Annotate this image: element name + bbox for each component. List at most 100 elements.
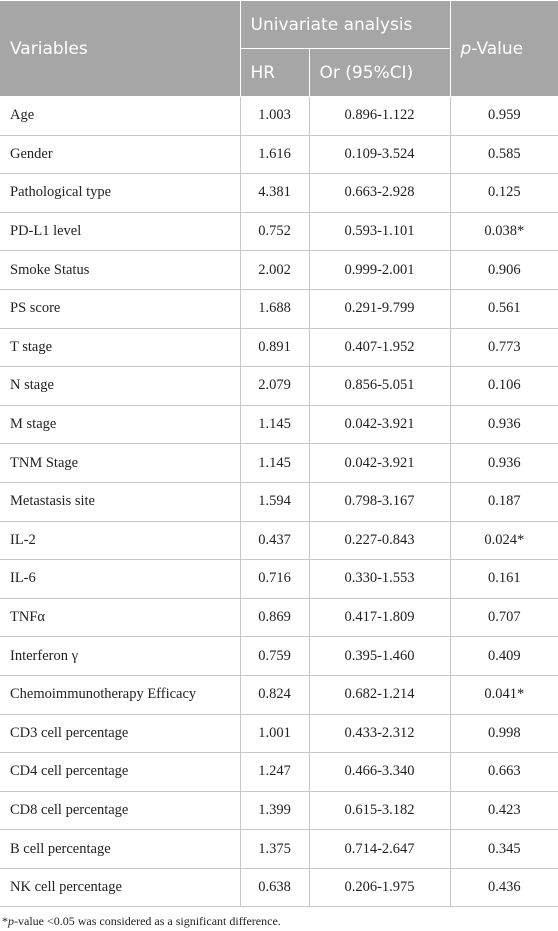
table-row: B cell percentage 1.375 0.714-2.647 0.345 bbox=[0, 829, 558, 869]
table-row: IL-6 0.716 0.330-1.553 0.161 bbox=[0, 559, 558, 599]
table-cell: CD3 cell percentage bbox=[0, 714, 240, 754]
header-cell: HR bbox=[239, 48, 310, 97]
table-cell: 0.773 bbox=[449, 328, 558, 368]
table-cell: 0.959 bbox=[449, 96, 558, 136]
table-cell: CD8 cell percentage bbox=[0, 791, 240, 831]
table-cell: Pathological type bbox=[0, 173, 240, 213]
table-cell: 0.856-5.051 bbox=[308, 366, 451, 406]
table-cell: 0.663 bbox=[449, 752, 558, 792]
table-cell: 2.079 bbox=[239, 366, 309, 406]
table-row: Smoke Status 2.002 0.999-2.001 0.906 bbox=[0, 250, 558, 290]
table-cell: TNM Stage bbox=[0, 443, 240, 483]
table-cell: 1.616 bbox=[239, 135, 309, 175]
table-cell: 0.707 bbox=[449, 598, 558, 638]
table-cell: B cell percentage bbox=[0, 829, 240, 869]
table-cell: 0.433-2.312 bbox=[308, 714, 451, 754]
table-cell: 0.436 bbox=[449, 868, 558, 908]
table-cell: 0.106 bbox=[449, 366, 558, 406]
table-cell: 0.125 bbox=[449, 173, 558, 213]
table-cell: 1.399 bbox=[239, 791, 309, 831]
table-cell: 0.437 bbox=[239, 521, 309, 561]
table-cell: 1.247 bbox=[239, 752, 309, 792]
table-row: Gender 1.616 0.109-3.524 0.585 bbox=[0, 135, 558, 175]
table-cell: PS score bbox=[0, 289, 240, 329]
table-cell: T stage bbox=[0, 328, 240, 368]
table-row: PD-L1 level 0.752 0.593-1.101 0.038* bbox=[0, 212, 558, 252]
table-row: PS score 1.688 0.291-9.799 0.561 bbox=[0, 289, 558, 329]
table-row: TNM Stage 1.145 0.042-3.921 0.936 bbox=[0, 443, 558, 483]
table-row: CD3 cell percentage 1.001 0.433-2.312 0.998 bbox=[0, 714, 558, 754]
header-cell: Or (95%CI) bbox=[308, 48, 451, 97]
table-cell: 0.936 bbox=[449, 405, 558, 445]
table-cell: 0.593-1.101 bbox=[308, 212, 451, 252]
table-cell: M stage bbox=[0, 405, 240, 445]
table-cell: 0.896-1.122 bbox=[308, 96, 451, 136]
table-cell: 2.002 bbox=[239, 250, 309, 290]
table-cell: 0.824 bbox=[239, 675, 309, 715]
table-cell: Gender bbox=[0, 135, 240, 175]
header-row: Variables Univariate analysis p-Value bbox=[0, 0, 558, 97]
table-cell: 0.417-1.809 bbox=[308, 598, 451, 638]
table-cell: 0.561 bbox=[449, 289, 558, 329]
table-row: IL-2 0.437 0.227-0.843 0.024* bbox=[0, 521, 558, 561]
table-cell: 0.423 bbox=[449, 791, 558, 831]
table-cell: 0.936 bbox=[449, 443, 558, 483]
table-cell: N stage bbox=[0, 366, 240, 406]
table-cell: 1.001 bbox=[239, 714, 309, 754]
table-cell: 4.381 bbox=[239, 173, 309, 213]
table-cell: 0.187 bbox=[449, 482, 558, 522]
header-cell: p-Value bbox=[449, 0, 558, 97]
table-cell: 1.688 bbox=[239, 289, 309, 329]
header-cell: Variables bbox=[0, 0, 241, 97]
table-row: Age 1.003 0.896-1.122 0.959 bbox=[0, 96, 558, 136]
table-row: M stage 1.145 0.042-3.921 0.936 bbox=[0, 405, 558, 445]
table-cell: 0.042-3.921 bbox=[308, 405, 451, 445]
header-text: p bbox=[460, 38, 472, 59]
table-cell: 1.594 bbox=[239, 482, 309, 522]
table-row: Interferon γ 0.759 0.395-1.460 0.409 bbox=[0, 636, 558, 676]
table-cell: 0.042-3.921 bbox=[308, 443, 451, 483]
table-row: NK cell percentage 0.638 0.206-1.975 0.436 bbox=[0, 868, 558, 908]
table-cell: 1.145 bbox=[239, 405, 309, 445]
table-cell: Metastasis site bbox=[0, 482, 240, 522]
table-cell: 0.038* bbox=[449, 212, 558, 252]
table-cell: 0.798-3.167 bbox=[308, 482, 451, 522]
table-cell: 0.752 bbox=[239, 212, 309, 252]
table-row: T stage 0.891 0.407-1.952 0.773 bbox=[0, 328, 558, 368]
table-row: Chemoimmunotherapy Efficacy 0.824 0.682-1.… bbox=[0, 675, 558, 715]
footnote-text: p bbox=[8, 914, 14, 929]
footnote-text: * bbox=[2, 914, 8, 929]
header-text: -Value bbox=[471, 38, 524, 59]
table-cell: 0.330-1.553 bbox=[308, 559, 451, 599]
table-cell: Interferon γ bbox=[0, 636, 240, 676]
table-cell: Age bbox=[0, 96, 240, 136]
table-cell: Smoke Status bbox=[0, 250, 240, 290]
table-row: CD4 cell percentage 1.247 0.466-3.340 0.663 bbox=[0, 752, 558, 792]
table-row: Pathological type 4.381 0.663-2.928 0.125 bbox=[0, 173, 558, 213]
table-cell: 0.638 bbox=[239, 868, 309, 908]
table-row: Metastasis site 1.594 0.798-3.167 0.187 bbox=[0, 482, 558, 522]
table-cell: PD-L1 level bbox=[0, 212, 240, 252]
table-cell: 0.869 bbox=[239, 598, 309, 638]
results-table: Variables Univariate analysis p-Value HR… bbox=[0, 0, 558, 908]
table-cell: 0.041* bbox=[449, 675, 558, 715]
table-cell: 0.998 bbox=[449, 714, 558, 754]
table-cell: 0.759 bbox=[239, 636, 309, 676]
table-row: TNFα 0.869 0.417-1.809 0.707 bbox=[0, 598, 558, 638]
table-cell: 0.714-2.647 bbox=[308, 829, 451, 869]
table-cell: 0.206-1.975 bbox=[308, 868, 451, 908]
table-cell: 0.891 bbox=[239, 328, 309, 368]
table-cell: IL-2 bbox=[0, 521, 240, 561]
header-row: HR Or (95%CI) bbox=[0, 48, 558, 97]
table-cell: 0.466-3.340 bbox=[308, 752, 451, 792]
footnote: *p-value <0.05 was considered as a signi… bbox=[0, 907, 558, 929]
table-row: CD8 cell percentage 1.399 0.615-3.182 0.423 bbox=[0, 791, 558, 831]
table-row: N stage 2.079 0.856-5.051 0.106 bbox=[0, 366, 558, 406]
table-cell: NK cell percentage bbox=[0, 868, 240, 908]
table-cell: 0.663-2.928 bbox=[308, 173, 451, 213]
table-cell: 0.109-3.524 bbox=[308, 135, 451, 175]
table-cell: 0.407-1.952 bbox=[308, 328, 451, 368]
table-cell: 0.409 bbox=[449, 636, 558, 676]
header-cell: Univariate analysis bbox=[239, 0, 451, 49]
